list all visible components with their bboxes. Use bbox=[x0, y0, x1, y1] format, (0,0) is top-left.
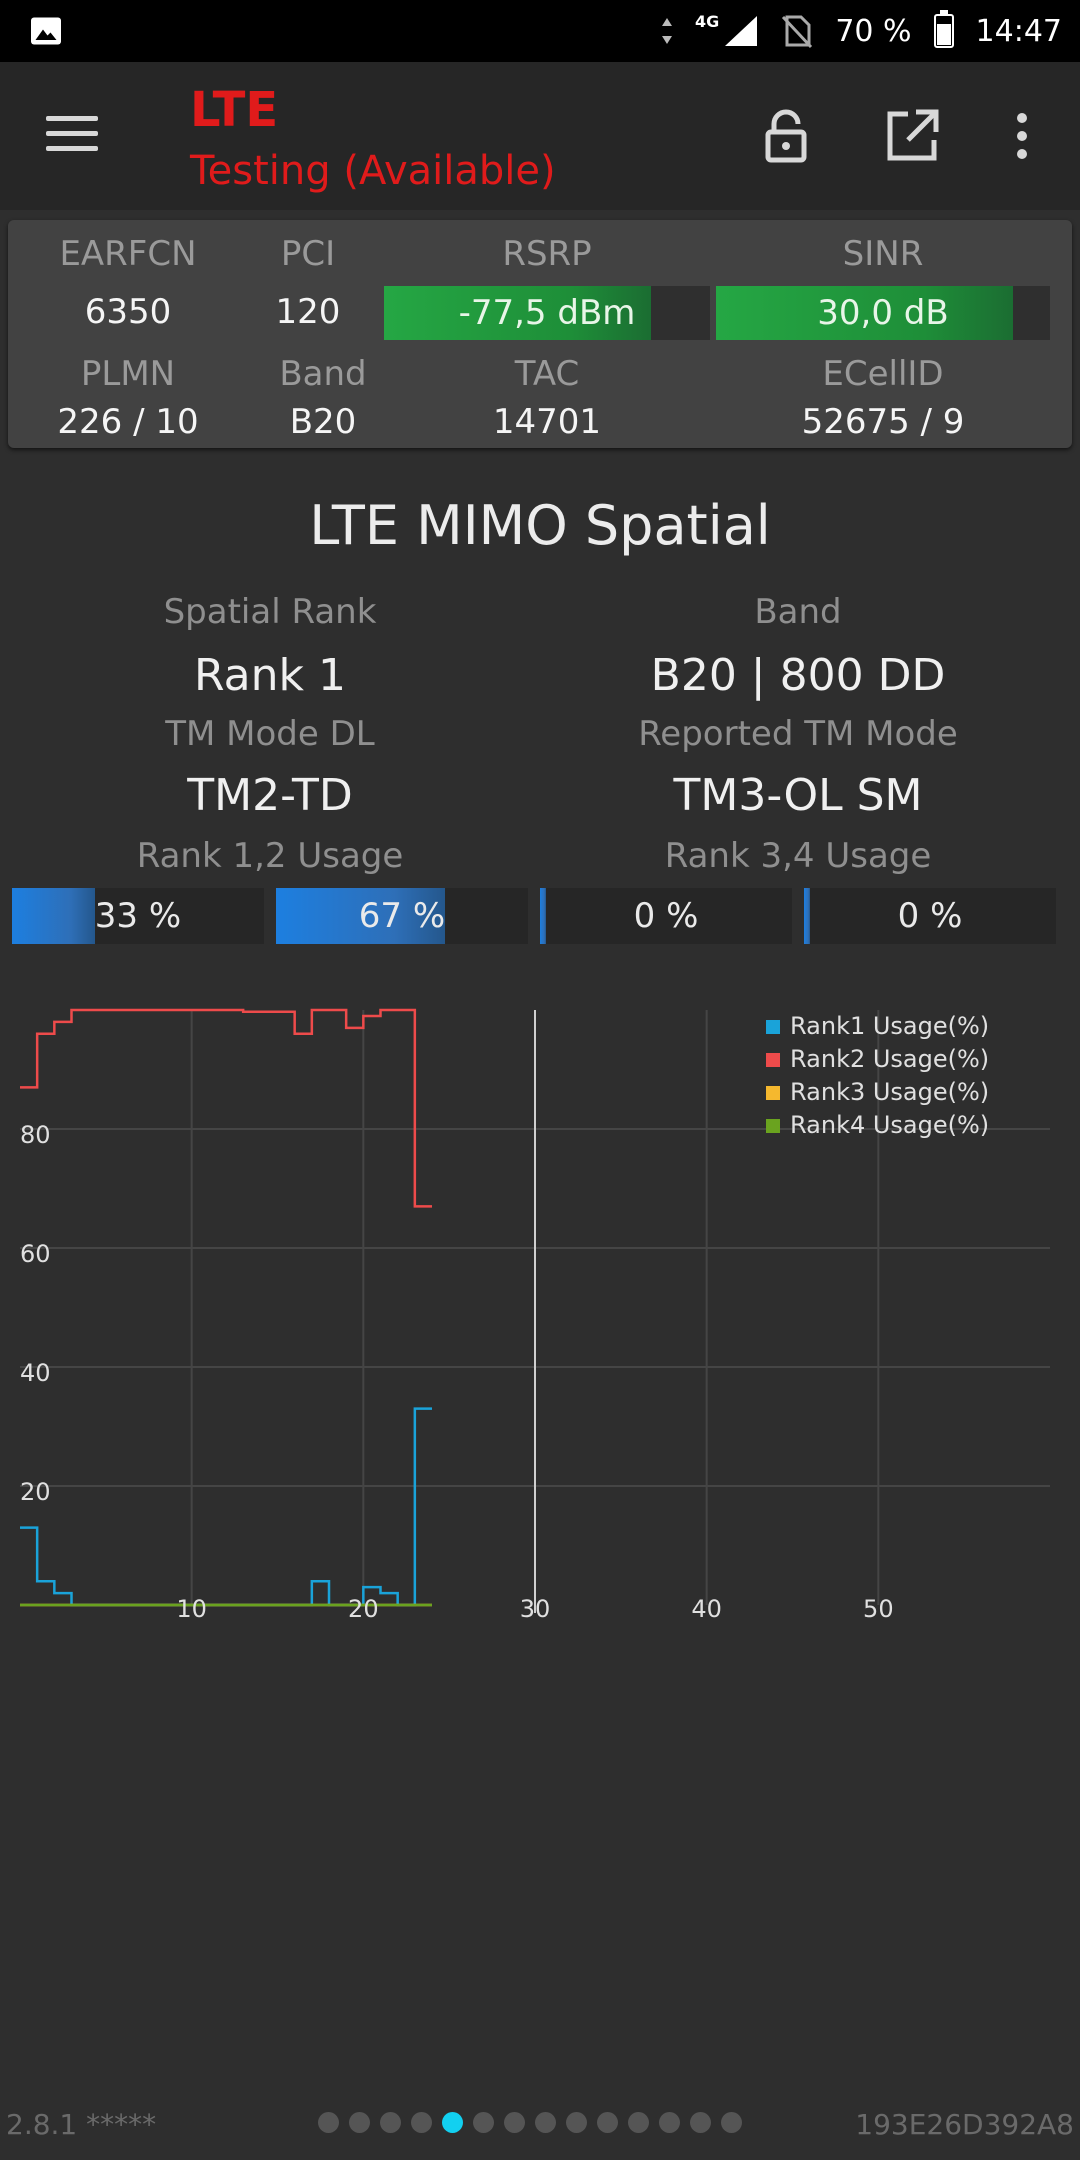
rank12-usage-label: Rank 1,2 Usage bbox=[136, 836, 404, 876]
spatial-rank-label: Spatial Rank bbox=[163, 592, 377, 632]
tac-label: TAC bbox=[514, 354, 580, 394]
battery-icon bbox=[933, 10, 954, 48]
rsrp-label: RSRP bbox=[502, 234, 592, 274]
legend-label: Rank4 Usage(%) bbox=[790, 1111, 989, 1139]
app-title: LTE bbox=[190, 82, 279, 138]
legend-swatch bbox=[766, 1053, 780, 1067]
ecellid-label: ECellID bbox=[822, 354, 944, 394]
earfcn-value: 6350 bbox=[84, 292, 172, 332]
rank4-usage-value: 0 % bbox=[897, 896, 963, 936]
image-icon bbox=[31, 17, 61, 45]
rank2-usage-bar: 67 % bbox=[276, 888, 528, 944]
rank3-usage-bar: 0 % bbox=[540, 888, 792, 944]
x-tick-label: 20 bbox=[348, 1595, 379, 1623]
rsrp-meter: -77,5 dBm bbox=[384, 286, 710, 340]
cell-info-panel: EARFCN 6350 PCI 120 RSRP -77,5 dBm SINR … bbox=[8, 220, 1072, 448]
mimo-band-value: B20 | 800 DD bbox=[650, 650, 946, 701]
page-dot[interactable] bbox=[411, 2112, 432, 2133]
rank4-usage-bar: 0 % bbox=[804, 888, 1056, 944]
x-tick-label: 40 bbox=[691, 1595, 722, 1623]
more-vert-icon[interactable] bbox=[992, 106, 1052, 166]
mimo-band-label: Band bbox=[754, 592, 842, 632]
sinr-value: 30,0 dB bbox=[817, 293, 949, 333]
page-dot[interactable] bbox=[690, 2112, 711, 2133]
sinr-meter: 30,0 dB bbox=[716, 286, 1050, 340]
series-line-rank2 bbox=[20, 1008, 432, 1208]
sinr-label: SINR bbox=[842, 234, 924, 274]
band-value: B20 bbox=[289, 402, 357, 442]
ecellid-value: 52675 / 9 bbox=[801, 402, 965, 442]
spatial-rank-value: Rank 1 bbox=[194, 650, 346, 701]
tm-mode-label: TM Mode DL bbox=[165, 714, 375, 754]
legend-label: Rank1 Usage(%) bbox=[790, 1012, 989, 1040]
legend-swatch bbox=[766, 1086, 780, 1100]
y-tick-label: 20 bbox=[20, 1478, 51, 1506]
y-tick-label: 80 bbox=[20, 1121, 51, 1149]
data-arrows-icon bbox=[662, 18, 673, 44]
network-type: 4G bbox=[695, 11, 720, 31]
page-dot[interactable] bbox=[597, 2112, 618, 2133]
open-external-icon[interactable] bbox=[882, 106, 942, 166]
page-dot[interactable] bbox=[380, 2112, 401, 2133]
x-tick-label: 30 bbox=[520, 1595, 551, 1623]
page-dot[interactable] bbox=[442, 2112, 463, 2133]
page-dot[interactable] bbox=[566, 2112, 587, 2133]
plmn-value: 226 / 10 bbox=[57, 402, 199, 442]
page-dot[interactable] bbox=[318, 2112, 339, 2133]
series-line-rank1 bbox=[20, 1407, 432, 1607]
legend-swatch bbox=[766, 1020, 780, 1034]
pci-value: 120 bbox=[275, 292, 341, 332]
app-subtitle: Testing (Available) bbox=[190, 148, 556, 194]
tm-mode-value: TM2-TD bbox=[187, 770, 353, 821]
app-version: 2.8.1 ***** bbox=[6, 2108, 157, 2141]
menu-icon[interactable] bbox=[46, 116, 98, 156]
reported-tm-value: TM3-OL SM bbox=[673, 770, 923, 821]
x-tick-label: 50 bbox=[863, 1595, 894, 1623]
device-id: 193E26D392A8 bbox=[855, 2108, 1074, 2141]
plmn-label: PLMN bbox=[80, 354, 176, 394]
pci-label: PCI bbox=[280, 234, 336, 274]
rank34-usage-label: Rank 3,4 Usage bbox=[664, 836, 932, 876]
legend-label: Rank2 Usage(%) bbox=[790, 1045, 989, 1073]
page-indicator bbox=[318, 2112, 742, 2133]
no-sim-icon bbox=[782, 15, 813, 49]
page-dot[interactable] bbox=[473, 2112, 494, 2133]
reported-tm-label: Reported TM Mode bbox=[638, 714, 958, 754]
y-tick-label: 40 bbox=[20, 1359, 51, 1387]
rank3-usage-value: 0 % bbox=[633, 896, 699, 936]
page-dot[interactable] bbox=[659, 2112, 680, 2133]
rank1-usage-bar: 33 % bbox=[12, 888, 264, 944]
section-title: LTE MIMO Spatial bbox=[309, 494, 771, 557]
y-tick-label: 60 bbox=[20, 1240, 51, 1268]
rank-usage-chart: 20 40 60 80 10 20 30 40 50 Rank1 Usage(%) Rank2 Us… bbox=[20, 1008, 1050, 1623]
app-toolbar: LTE Testing (Available) bbox=[0, 62, 1080, 210]
clock: 14:47 bbox=[975, 13, 1062, 49]
rsrp-value: -77,5 dBm bbox=[458, 293, 636, 333]
rank2-usage-value: 67 % bbox=[358, 896, 446, 936]
battery-percent: 70 % bbox=[835, 13, 912, 49]
band-label: Band bbox=[279, 354, 367, 394]
page-dot[interactable] bbox=[349, 2112, 370, 2133]
legend-swatch bbox=[766, 1119, 780, 1133]
lock-open-icon[interactable] bbox=[756, 106, 816, 166]
x-tick-label: 10 bbox=[176, 1595, 207, 1623]
tac-value: 14701 bbox=[492, 402, 602, 442]
page-dot[interactable] bbox=[628, 2112, 649, 2133]
legend-label: Rank3 Usage(%) bbox=[790, 1078, 989, 1106]
earfcn-label: EARFCN bbox=[59, 234, 197, 274]
page-dot[interactable] bbox=[504, 2112, 525, 2133]
status-bar: 4G 70 % 14:47 bbox=[0, 0, 1080, 62]
page-dot[interactable] bbox=[721, 2112, 742, 2133]
rank1-usage-value: 33 % bbox=[94, 896, 182, 936]
page-dot[interactable] bbox=[535, 2112, 556, 2133]
signal-icon bbox=[725, 16, 758, 46]
